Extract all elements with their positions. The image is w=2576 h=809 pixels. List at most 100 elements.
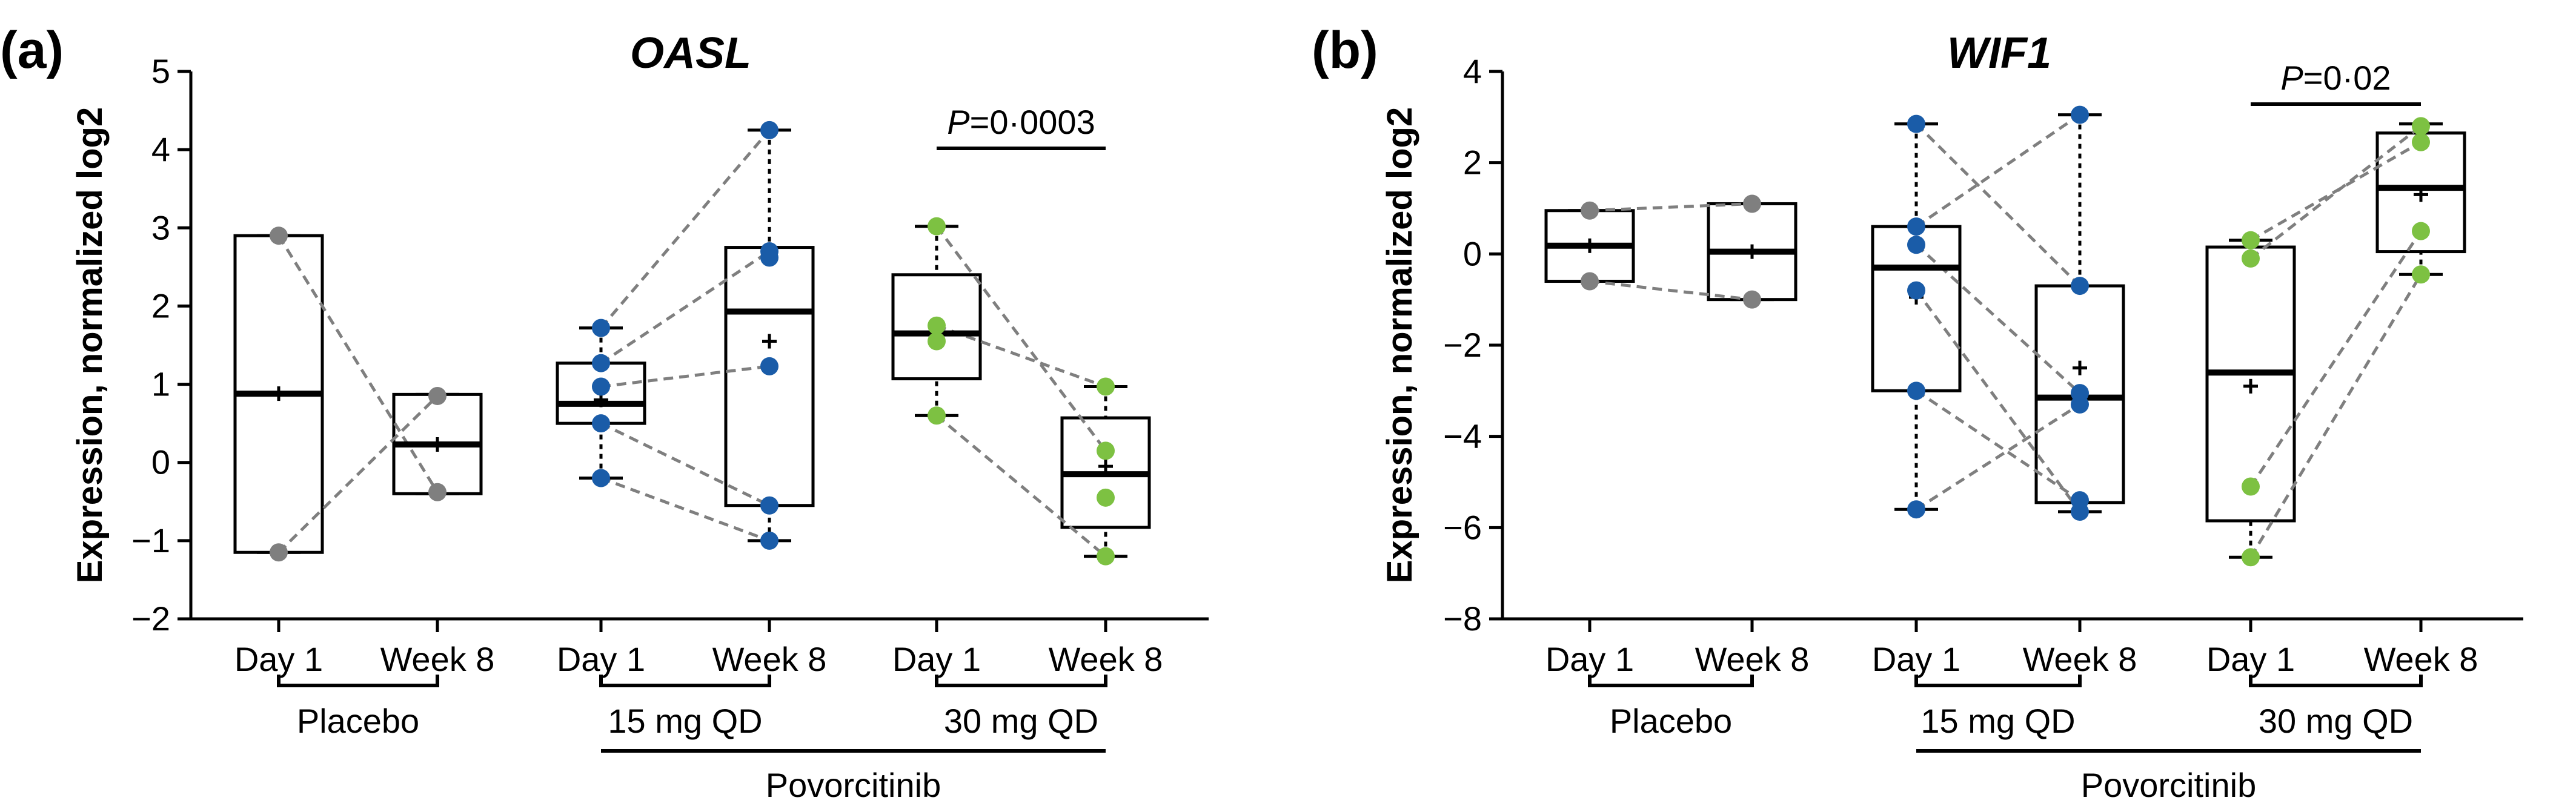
data-point bbox=[592, 354, 610, 372]
data-point bbox=[592, 414, 610, 433]
data-point bbox=[1743, 290, 1761, 309]
paired-sample-line bbox=[277, 395, 439, 554]
y-tick-label: 3 bbox=[151, 208, 170, 246]
group-label: 15 mg QD bbox=[608, 702, 762, 740]
x-tick-label: Day 1 bbox=[557, 640, 645, 678]
paired-sample-line bbox=[1915, 403, 2081, 511]
y-tick-label: 0 bbox=[1463, 234, 1482, 272]
data-point bbox=[2071, 395, 2089, 414]
y-tick-label: 4 bbox=[1463, 52, 1482, 90]
group-bracket bbox=[935, 675, 1107, 687]
data-point bbox=[2412, 117, 2430, 136]
p-value-symbol: P bbox=[947, 103, 969, 141]
x-tick-label: Day 1 bbox=[1872, 640, 1960, 678]
data-point bbox=[2071, 502, 2089, 521]
data-point bbox=[592, 319, 610, 337]
panel-title: WIF1 bbox=[1947, 29, 2051, 78]
x-tick-label: Week 8 bbox=[2364, 640, 2478, 678]
data-point bbox=[270, 543, 288, 562]
paired-sample-line bbox=[600, 477, 770, 543]
data-point bbox=[928, 406, 946, 425]
paired-sample-line bbox=[2249, 230, 2423, 487]
data-point bbox=[2242, 477, 2260, 496]
p-value-symbol: P bbox=[2280, 59, 2303, 97]
data-point bbox=[1907, 236, 1925, 254]
group-bracket bbox=[1914, 675, 2082, 687]
x-tick-label: Day 1 bbox=[1545, 640, 1634, 678]
data-point bbox=[760, 531, 778, 550]
y-tick-label: −1 bbox=[131, 521, 170, 560]
y-axis-title: Expression, normalized log2 bbox=[1380, 107, 1419, 583]
y-tick-label: 2 bbox=[1463, 144, 1482, 182]
paired-sample-line bbox=[1589, 280, 1753, 302]
y-tick-label: 2 bbox=[151, 286, 170, 325]
data-point bbox=[760, 248, 778, 267]
y-tick-label: −6 bbox=[1443, 508, 1482, 546]
data-point bbox=[1907, 381, 1925, 400]
x-tick-label: Week 8 bbox=[712, 640, 827, 678]
data-point bbox=[1907, 217, 1925, 236]
data-point bbox=[1907, 500, 1925, 519]
x-tick-label: Week 8 bbox=[380, 640, 495, 678]
paired-sample-line bbox=[2249, 140, 2422, 242]
y-tick-label: −8 bbox=[1443, 599, 1482, 638]
paired-sample-line bbox=[2249, 125, 2422, 260]
data-point bbox=[592, 377, 610, 396]
group-bracket bbox=[599, 675, 771, 687]
data-point bbox=[760, 496, 778, 515]
x-tick-label: Day 1 bbox=[234, 640, 323, 678]
data-point bbox=[928, 217, 946, 236]
p-value-number: =0·0003 bbox=[970, 103, 1095, 141]
data-point bbox=[928, 316, 946, 335]
data-point bbox=[1097, 488, 1115, 507]
paired-sample-line bbox=[1915, 122, 2081, 287]
group-label: Placebo bbox=[297, 702, 419, 740]
x-tick-label: Week 8 bbox=[1049, 640, 1163, 678]
data-point bbox=[2242, 548, 2260, 567]
data-point bbox=[2071, 277, 2089, 296]
data-point bbox=[2412, 222, 2430, 240]
paired-sample-line bbox=[600, 365, 770, 388]
data-point bbox=[1907, 114, 1925, 133]
panel-b: (b) WIF1 Expression, normalized log2 4 2 0 −2 −… bbox=[1312, 21, 2523, 804]
paired-sample-line bbox=[277, 234, 439, 494]
x-tick-label: Day 1 bbox=[2206, 640, 2295, 678]
data-point bbox=[428, 386, 446, 405]
paired-sample-line bbox=[1589, 202, 1753, 213]
data-point bbox=[2412, 265, 2430, 284]
data-point bbox=[592, 469, 610, 487]
group-label: 15 mg QD bbox=[1920, 702, 2075, 740]
paired-sample-line bbox=[935, 414, 1107, 558]
y-tick-label: −2 bbox=[131, 599, 170, 638]
paired-sample-line bbox=[1915, 113, 2081, 228]
data-point bbox=[1743, 194, 1761, 213]
data-point bbox=[270, 226, 288, 245]
y-tick-label: 0 bbox=[151, 443, 170, 481]
box-iqr bbox=[724, 246, 815, 507]
paired-sample-line bbox=[2249, 273, 2423, 558]
p-value-number: =0·02 bbox=[2303, 59, 2391, 97]
p-value-label: P=0·0003 bbox=[947, 103, 1095, 141]
data-point bbox=[2242, 249, 2260, 268]
y-tick-label: −4 bbox=[1443, 417, 1482, 455]
group-label: Placebo bbox=[1610, 702, 1732, 740]
y-tick-label: 5 bbox=[151, 52, 170, 90]
data-point bbox=[760, 357, 778, 375]
paired-sample-line bbox=[1915, 389, 2081, 502]
super-group-label: Povorcitinib bbox=[2081, 766, 2256, 804]
panel-a: (a) OASL Expression, normalized log2 5 4 3 2 1 0… bbox=[0, 21, 1209, 804]
data-point bbox=[1581, 201, 1599, 220]
paired-sample-line bbox=[1914, 289, 2082, 513]
x-tick-label: Week 8 bbox=[2023, 640, 2137, 678]
data-point bbox=[1581, 272, 1599, 291]
box-iqr bbox=[1871, 225, 1962, 392]
panel-letter: (b) bbox=[1312, 21, 1378, 79]
p-value-label: P=0·02 bbox=[2280, 59, 2391, 97]
group-bracket bbox=[277, 675, 439, 687]
super-group-label: Povorcitinib bbox=[766, 766, 941, 804]
data-point bbox=[1097, 441, 1115, 460]
data-point bbox=[1907, 281, 1925, 300]
group-bracket bbox=[1588, 675, 1754, 687]
panel-title: OASL bbox=[630, 29, 751, 78]
